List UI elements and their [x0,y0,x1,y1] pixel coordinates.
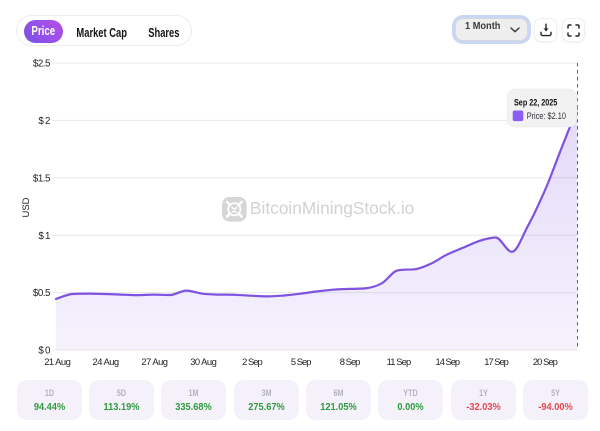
svg-text:$2: $2 [38,116,50,127]
svg-text:20 Sep: 20 Sep [533,356,558,367]
svg-text:8 Sep: 8 Sep [340,356,361,367]
svg-text:5 Sep: 5 Sep [291,356,312,367]
svg-text:27 Aug: 27 Aug [141,356,168,367]
svg-text:24 Aug: 24 Aug [93,356,120,367]
svg-text:$2.5: $2.5 [33,59,51,70]
svg-text:BitcoinMiningStock.io: BitcoinMiningStock.io [250,198,414,218]
svg-text:11 Sep: 11 Sep [387,356,412,367]
svg-text:$0.5: $0.5 [33,288,51,299]
svg-text:Price: $2.10: Price: $2.10 [527,111,566,121]
svg-text:$0: $0 [38,346,51,357]
svg-text:$1: $1 [38,231,50,242]
svg-text:$1.5: $1.5 [33,173,51,184]
svg-text:30 Aug: 30 Aug [190,356,217,367]
svg-text:21 Aug: 21 Aug [44,356,71,367]
svg-text:17 Sep: 17 Sep [484,356,509,367]
svg-text:Sep 22, 2025: Sep 22, 2025 [514,97,557,107]
svg-text:14 Sep: 14 Sep [436,356,461,367]
svg-text:2 Sep: 2 Sep [242,356,263,367]
svg-text:USD: USD [21,197,32,217]
